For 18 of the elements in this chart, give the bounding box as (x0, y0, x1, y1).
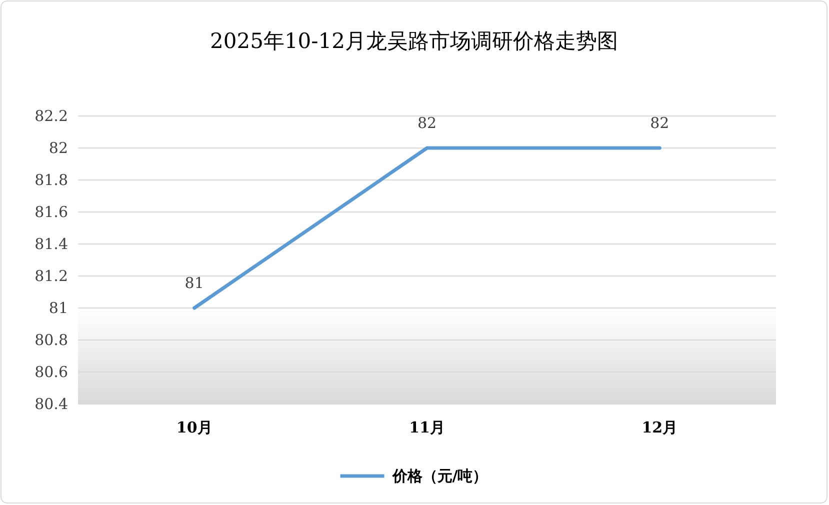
x-tick-label: 12月 (642, 418, 678, 437)
data-label: 82 (650, 114, 670, 132)
x-tick-label: 10月 (176, 418, 212, 437)
y-tick-label: 81.8 (34, 170, 68, 189)
y-tick-label: 81 (48, 298, 68, 317)
data-label: 81 (184, 274, 204, 292)
y-tick-label: 81.6 (34, 202, 68, 221)
y-tick-label: 80.6 (34, 362, 68, 381)
y-tick-label: 80.8 (34, 330, 68, 349)
data-label: 82 (417, 114, 437, 132)
x-tick-label: 11月 (409, 418, 445, 437)
legend-label: 价格（元/吨） (391, 467, 488, 485)
y-tick-label: 82 (48, 138, 68, 157)
y-tick-label: 81.4 (34, 234, 68, 253)
y-tick-label: 82.2 (34, 106, 68, 125)
y-tick-label: 81.2 (34, 266, 68, 285)
chart-title: 2025年10-12月龙吴路市场调研价格走势图 (210, 29, 618, 53)
y-tick-label: 80.4 (34, 394, 68, 413)
